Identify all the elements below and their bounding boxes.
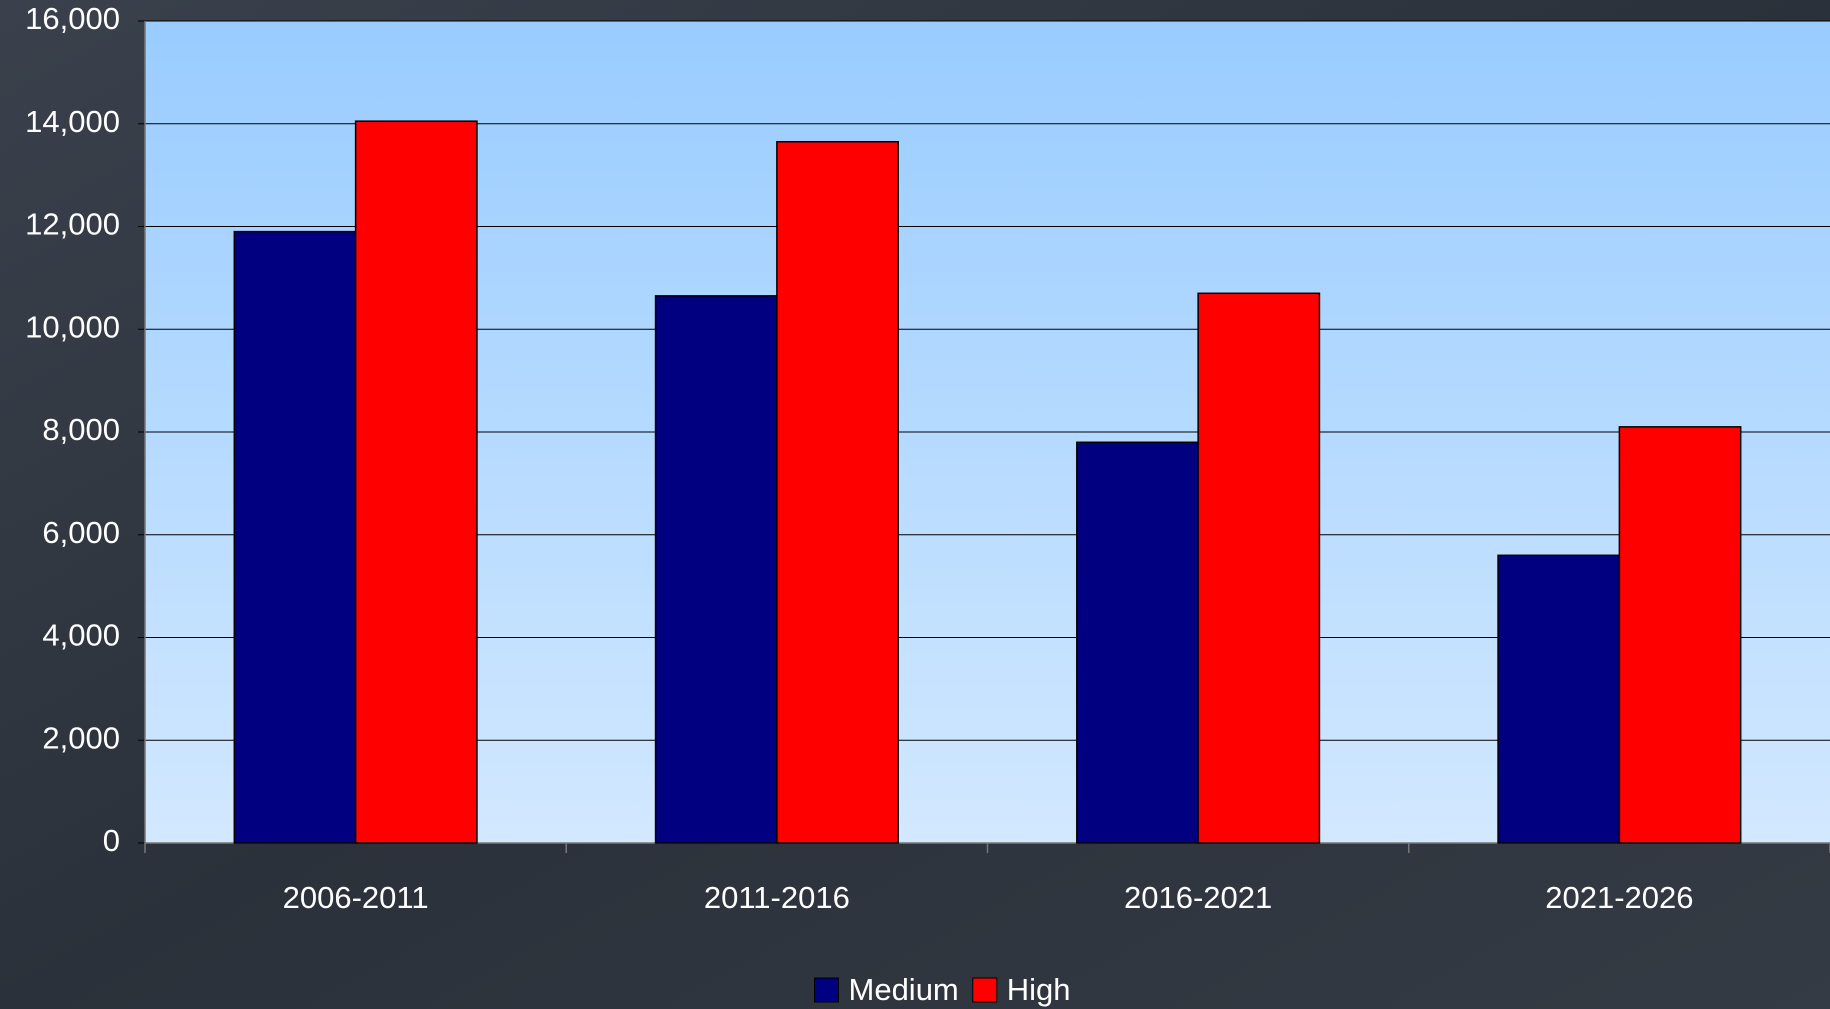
bar: [233, 230, 357, 844]
bar: [1076, 441, 1199, 844]
bar: [654, 295, 778, 844]
legend-swatch: [814, 977, 839, 1003]
bar: [776, 140, 899, 844]
y-tick-label: 16,000: [25, 1, 120, 36]
y-tick-label: 8,000: [42, 412, 120, 447]
bar: [1497, 554, 1621, 844]
legend-label: Medium: [849, 972, 959, 1007]
legend-swatch: [972, 977, 998, 1003]
legend-label: High: [1007, 972, 1071, 1007]
y-tick-label: 12,000: [25, 207, 120, 242]
y-tick-label: 2,000: [42, 720, 120, 755]
y-tick-label: 0: [103, 823, 120, 858]
y-tick-label: 6,000: [42, 515, 120, 550]
bar: [1618, 426, 1742, 844]
y-tick-label: 14,000: [25, 104, 120, 139]
y-tick-label: 4,000: [42, 618, 120, 653]
x-tick-label: 2021-2026: [1545, 880, 1693, 915]
x-tick-label: 2006-2011: [283, 880, 429, 915]
x-tick-label: 2016-2021: [1124, 880, 1272, 915]
bar: [1197, 292, 1321, 844]
x-tick-label: 2011-2016: [704, 880, 850, 915]
y-tick-label: 10,000: [25, 309, 120, 344]
bar: [354, 120, 478, 844]
